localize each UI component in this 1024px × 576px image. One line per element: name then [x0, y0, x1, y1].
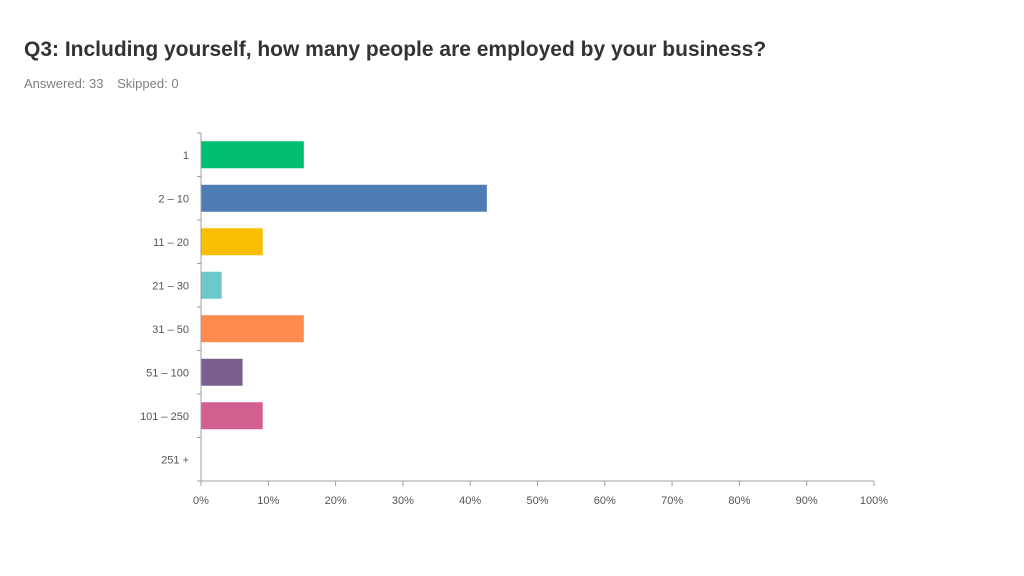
x-tick-label: 70% — [661, 495, 683, 507]
bar-7 — [201, 402, 263, 430]
x-tick-label: 30% — [392, 495, 414, 507]
x-tick-label: 60% — [594, 495, 616, 507]
bar-6 — [201, 358, 243, 386]
x-tick-label: 10% — [257, 495, 279, 507]
bar-4 — [201, 271, 222, 299]
y-tick-label: 21 – 30 — [152, 280, 189, 292]
x-tick-label: 40% — [459, 495, 481, 507]
x-tick-label: 0% — [193, 495, 209, 507]
x-tick-label: 50% — [526, 495, 548, 507]
y-tick-label: 31 – 50 — [152, 324, 189, 336]
response-stats: Answered: 33 Skipped: 0 — [24, 76, 189, 91]
y-tick-label: 101 – 250 — [140, 411, 189, 423]
bar-2 — [201, 184, 487, 212]
bar-5 — [201, 315, 304, 343]
x-tick-label: 90% — [796, 495, 818, 507]
x-tick-label: 20% — [325, 495, 347, 507]
bar-3 — [201, 228, 263, 256]
y-tick-label: 51 – 100 — [146, 367, 189, 379]
y-tick-label: 2 – 10 — [158, 193, 189, 205]
answered-count: Answered: 33 — [24, 76, 104, 91]
y-tick-label: 1 — [183, 150, 189, 162]
question-title: Q3: Including yourself, how many people … — [24, 38, 767, 61]
x-tick-label: 80% — [728, 495, 750, 507]
skipped-count: Skipped: 0 — [117, 76, 179, 91]
y-tick-label: 11 – 20 — [153, 237, 189, 249]
bar-1 — [201, 141, 304, 169]
x-tick-label: 100% — [860, 495, 888, 507]
y-tick-label: 251 + — [161, 454, 189, 466]
